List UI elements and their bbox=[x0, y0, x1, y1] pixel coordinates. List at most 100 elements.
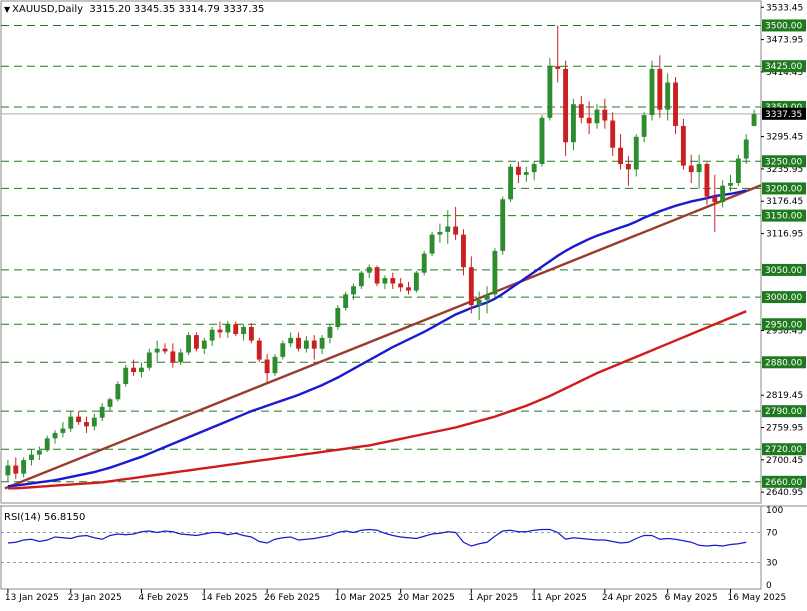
candle-body bbox=[288, 337, 294, 344]
x-tick-label: 23 Jan 2025 bbox=[68, 593, 122, 603]
candle-body bbox=[406, 287, 411, 291]
candle-body bbox=[586, 117, 592, 124]
rsi-value: 56.8150 bbox=[43, 512, 86, 523]
level-label-box bbox=[762, 405, 806, 418]
level-label-box bbox=[762, 263, 806, 276]
candle-body bbox=[649, 68, 655, 116]
candle-body bbox=[743, 139, 749, 159]
candle-body bbox=[280, 343, 286, 357]
candle-body bbox=[413, 272, 419, 291]
candle-body bbox=[633, 136, 639, 170]
level-label: 2950.00 bbox=[765, 320, 802, 330]
candle-body bbox=[531, 163, 537, 173]
candle-body bbox=[256, 340, 262, 360]
level-label-box bbox=[762, 318, 806, 331]
symbol-timeframe: XAUUSD,Daily bbox=[12, 4, 84, 15]
x-tick-label: 1 Apr 2025 bbox=[468, 593, 518, 603]
candle-body bbox=[445, 226, 451, 232]
candle-body bbox=[99, 406, 105, 418]
level-label-box bbox=[762, 19, 806, 32]
candle-body bbox=[555, 66, 561, 69]
candle-body bbox=[186, 335, 192, 353]
candle-body bbox=[578, 104, 584, 118]
current-price-label: 3337.35 bbox=[765, 110, 802, 120]
candle-body bbox=[358, 272, 364, 287]
candle-body bbox=[170, 351, 176, 363]
candle-body bbox=[570, 104, 576, 143]
y-tick-label: 2759.95 bbox=[766, 424, 803, 434]
candle-body bbox=[390, 278, 396, 284]
candle-body bbox=[382, 278, 388, 284]
candle-body bbox=[5, 465, 11, 476]
candle-body bbox=[696, 163, 702, 173]
candle-body bbox=[421, 253, 427, 273]
candle-body bbox=[398, 283, 404, 288]
candle-body bbox=[60, 428, 66, 433]
current-price-box bbox=[762, 107, 806, 120]
candle-body bbox=[91, 417, 97, 427]
x-tick-label: 14 Feb 2025 bbox=[201, 593, 257, 603]
candle-body bbox=[665, 82, 671, 110]
y-tick-label: 3176.45 bbox=[766, 197, 803, 207]
level-label: 2660.00 bbox=[765, 478, 802, 488]
candle-body bbox=[115, 384, 121, 400]
rsi-tick-label: 70 bbox=[766, 529, 778, 539]
candle-body bbox=[84, 422, 89, 427]
candle-body bbox=[704, 163, 710, 197]
candle-body bbox=[201, 340, 207, 349]
sma-fast-line bbox=[7, 189, 747, 488]
candle-body bbox=[76, 416, 82, 423]
candle-body bbox=[311, 340, 317, 349]
candle-body bbox=[484, 294, 490, 300]
x-tick-label: 26 Feb 2025 bbox=[264, 593, 320, 603]
candle-body bbox=[52, 432, 58, 439]
candle-body bbox=[688, 165, 694, 173]
candle-body bbox=[523, 172, 529, 175]
candle-body bbox=[547, 66, 553, 118]
level-label-box bbox=[762, 356, 806, 369]
x-tick-label: 24 Apr 2025 bbox=[602, 593, 658, 603]
candle-body bbox=[29, 454, 34, 461]
collapse-triangle-icon[interactable]: ▼ bbox=[4, 5, 11, 14]
candle-body bbox=[123, 367, 129, 385]
candle-body bbox=[641, 115, 647, 137]
level-label: 3000.00 bbox=[765, 293, 802, 303]
candle-body bbox=[178, 352, 184, 363]
level-label: 3050.00 bbox=[765, 266, 802, 276]
candle-body bbox=[751, 114, 757, 126]
candle-body bbox=[680, 125, 686, 166]
candle-body bbox=[476, 299, 482, 306]
x-tick-label: 10 Mar 2025 bbox=[335, 593, 392, 603]
chart-header: ▼ XAUUSD,Daily 3315.20 3345.35 3314.79 33… bbox=[4, 4, 264, 15]
level-label: 3500.00 bbox=[765, 21, 802, 31]
candle-body bbox=[335, 307, 341, 327]
y-tick-label: 2640.95 bbox=[766, 488, 803, 498]
candle-body bbox=[303, 340, 309, 349]
candle-body bbox=[500, 199, 506, 251]
level-label: 3425.00 bbox=[765, 62, 802, 72]
candle-body bbox=[21, 460, 27, 474]
candle-body bbox=[492, 250, 498, 295]
candle-body bbox=[209, 329, 215, 341]
level-label: 3200.00 bbox=[765, 184, 802, 194]
x-tick-label: 16 May 2025 bbox=[728, 593, 787, 603]
candle-body bbox=[657, 68, 663, 110]
level-label: 2720.00 bbox=[765, 445, 802, 455]
candle-body bbox=[319, 337, 325, 349]
candle-body bbox=[225, 324, 231, 333]
level-label-box bbox=[762, 60, 806, 73]
candle-body bbox=[468, 267, 474, 306]
x-tick-label: 6 May 2025 bbox=[665, 593, 718, 603]
candle-body bbox=[594, 109, 600, 124]
y-tick-label: 3473.95 bbox=[766, 36, 803, 46]
candle-body bbox=[68, 416, 74, 429]
candle-body bbox=[429, 234, 435, 254]
candle-body bbox=[44, 438, 50, 451]
y-tick-label: 3414.45 bbox=[766, 68, 803, 78]
candle-body bbox=[728, 183, 733, 186]
candle-body bbox=[453, 226, 459, 235]
sma-slow-line bbox=[7, 310, 747, 490]
level-label-box bbox=[762, 209, 806, 222]
